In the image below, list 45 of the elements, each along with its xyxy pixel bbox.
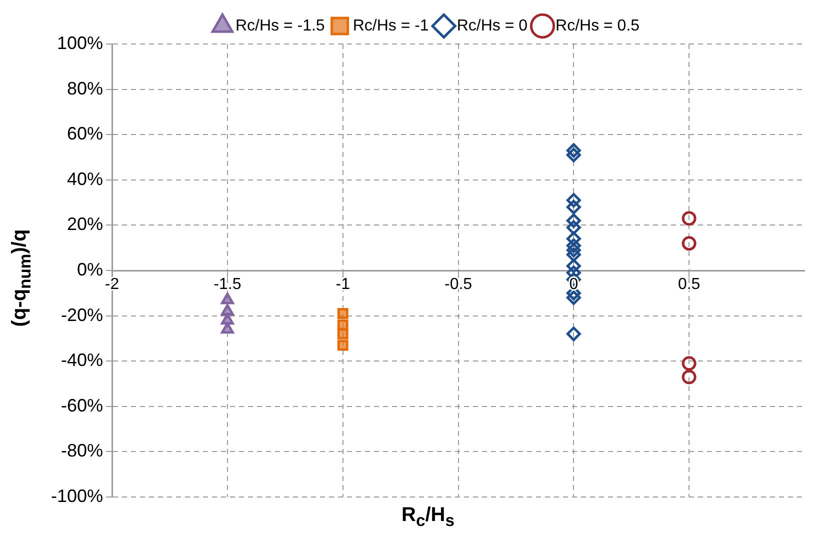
point [682,370,696,384]
legend-label: Rc/Hs = 0.5 [556,17,640,34]
point [337,308,348,320]
y-tick-label: 40% [67,168,104,189]
point [337,340,348,351]
y-tick-label: -100% [51,486,104,506]
y-tick-label: 0% [77,259,104,280]
x-tick-label: -2 [104,276,120,293]
y-tick-label: -60% [61,395,104,416]
point [566,326,581,342]
point [337,328,348,340]
y-tick-label: 60% [67,124,104,144]
point [566,193,581,208]
point [566,290,581,305]
legend-label: Rc/Hs = 0 [456,17,528,34]
x-tick-label: -1 [336,276,350,293]
point [220,322,234,334]
point [566,213,581,228]
point [220,304,234,316]
x-axis-title: R$_{c}$/H$_{s}$ [402,504,454,531]
point [682,236,696,251]
point [566,148,581,162]
point [566,220,581,235]
point [682,211,696,226]
point [566,232,581,246]
y-tick-label: -40% [61,350,104,370]
point [566,200,581,214]
y-tick-label: -80% [61,440,104,461]
point [566,242,581,258]
point [566,258,581,274]
y-tick-label: 80% [67,78,104,98]
point [566,143,581,158]
x-tick-label: -0.5 [444,276,472,293]
point [566,238,581,253]
y-tick-label: 20% [67,214,104,234]
y-tick-label: 100% [56,32,104,53]
x-tick-label: -1.5 [214,276,242,293]
y-tick-label: -20% [61,304,104,325]
x-tick-label: 0.5 [678,276,700,293]
point [220,292,234,304]
legend-label: Rc/Hs = -1.5 [235,17,325,34]
point [566,247,581,262]
legend-label: Rc/Hs = -1 [352,17,429,34]
point [220,313,234,325]
point [682,356,696,371]
